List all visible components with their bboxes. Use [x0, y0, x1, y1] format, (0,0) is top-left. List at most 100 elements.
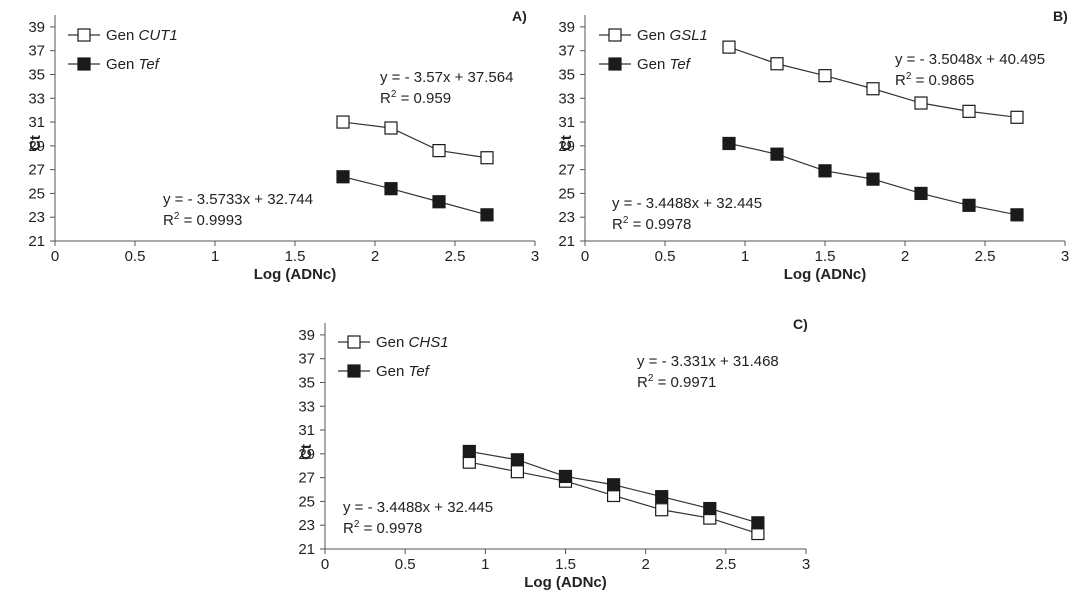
x-tick-label: 1 [481, 556, 489, 573]
y-tick-label: 35 [558, 66, 575, 83]
chart-panel-1: 21 23 25 27 29 31 33 35 37 39 0 0.5 1 1.5 2 2.5 3 Log (AD… [27, 8, 539, 283]
y-tick-label: 25 [28, 185, 45, 202]
x-axis-label: Log (ADNc) [784, 266, 867, 283]
data-point [510, 453, 524, 467]
x-tick-label: 2.5 [715, 556, 736, 573]
y-tick-label: 25 [298, 493, 315, 510]
y-tick-label: 37 [28, 43, 45, 60]
x-tick-label: 1 [741, 248, 749, 265]
open-square-icon [608, 28, 622, 42]
y-tick-label: 33 [28, 90, 45, 107]
legend-label: Gen CUT1 [106, 27, 178, 44]
y-tick-label: 31 [558, 114, 575, 131]
legend-label: Gen Tef [106, 56, 161, 73]
regression-equation: y = - 3.4488x + 32.445 [343, 499, 493, 516]
y-tick-label: 39 [298, 327, 315, 344]
data-point [722, 136, 736, 151]
data-point [655, 503, 669, 517]
data-point [770, 57, 784, 71]
data-point [914, 96, 928, 110]
chart-panel-2: 21 23 25 27 29 31 33 35 37 39 0 0.5 1 1.5 2 2.5 3 Log (AD… [558, 8, 1069, 283]
x-tick-label: 1 [211, 248, 219, 265]
data-point [818, 69, 832, 83]
x-tick-label: 3 [802, 556, 810, 573]
y-axis-label: Ct [27, 135, 44, 151]
y-tick-label: 29 [28, 138, 45, 155]
x-tick-label: 3 [531, 248, 539, 265]
data-point [432, 144, 446, 158]
data-point [336, 170, 350, 184]
y-tick-label: 33 [558, 90, 575, 107]
filled-square-icon [77, 57, 91, 71]
data-point [480, 208, 494, 222]
data-point [462, 444, 476, 459]
x-tick-label: 1.5 [815, 248, 836, 265]
x-axis-label: Log (ADNc) [524, 574, 607, 591]
y-tick-label: 27 [298, 470, 315, 487]
x-tick-label: 0 [51, 248, 59, 265]
y-tick-label: 25 [558, 185, 575, 202]
data-point [866, 82, 880, 96]
series-line-cut1 [342, 121, 488, 159]
data-point [914, 186, 928, 201]
y-tick-label: 39 [558, 19, 575, 36]
chart-panel-3: 21 23 25 27 29 31 33 35 37 39 0 0.5 1 1.5 2 2.5 3 Log (AD… [298, 316, 810, 591]
y-tick-label: 29 [298, 446, 315, 463]
r-squared: R2 = 0.9865 [895, 71, 974, 89]
y-tick-label: 21 [558, 233, 575, 250]
data-point [818, 164, 832, 178]
x-tick-label: 1.5 [555, 556, 576, 573]
y-tick-label: 33 [298, 398, 315, 415]
data-point [655, 490, 669, 504]
panel-label: A) [512, 8, 527, 24]
y-tick-label: 37 [298, 351, 315, 368]
y-tick-label: 37 [558, 43, 575, 60]
data-point [722, 40, 736, 54]
data-point [1010, 208, 1024, 222]
legend-label: Gen Tef [637, 56, 692, 73]
regression-equation: y = - 3.5733x + 32.744 [163, 191, 313, 208]
r-squared: R2 = 0.9978 [343, 519, 422, 537]
data-point [770, 147, 784, 161]
x-tick-label: 2 [901, 248, 909, 265]
x-tick-label: 0 [581, 248, 589, 265]
data-point [384, 121, 398, 135]
legend-label: Gen Tef [376, 363, 431, 380]
data-point [1010, 110, 1024, 124]
y-tick-label: 27 [28, 162, 45, 179]
panel-label: B) [1053, 8, 1068, 24]
x-tick-label: 1.5 [285, 248, 306, 265]
x-axis-label: Log (ADNc) [254, 266, 337, 283]
y-axis-label: Ct [558, 135, 575, 151]
x-tick-label: 0.5 [395, 556, 416, 573]
filled-square-icon [347, 364, 361, 378]
open-square-icon [347, 335, 361, 349]
x-tick-label: 2 [371, 248, 379, 265]
legend-label: Gen CHS1 [376, 334, 449, 351]
y-tick-label: 21 [298, 541, 315, 558]
data-point [336, 115, 350, 129]
data-point [558, 469, 573, 484]
data-point [384, 182, 398, 196]
data-point [703, 501, 717, 516]
y-tick-label: 21 [28, 233, 45, 250]
data-point [751, 516, 765, 530]
data-point [432, 195, 446, 209]
r-squared: R2 = 0.9978 [612, 215, 691, 233]
x-tick-label: 3 [1061, 248, 1069, 265]
series-line-tef [342, 176, 488, 216]
x-tick-label: 2.5 [445, 248, 466, 265]
regression-equation: y = - 3.5048x + 40.495 [895, 51, 1045, 68]
r-squared: R2 = 0.9993 [163, 211, 242, 229]
data-point [962, 198, 976, 212]
y-tick-label: 23 [558, 209, 575, 226]
y-tick-label: 29 [558, 138, 575, 155]
y-tick-label: 35 [298, 374, 315, 391]
regression-equation: y = - 3.331x + 31.468 [637, 353, 779, 370]
y-tick-label: 31 [28, 114, 45, 131]
data-point [480, 151, 494, 165]
panel-label: C) [793, 316, 808, 332]
y-tick-label: 31 [298, 422, 315, 439]
regression-equation: y = - 3.57x + 37.564 [380, 69, 513, 86]
data-point [606, 478, 621, 492]
